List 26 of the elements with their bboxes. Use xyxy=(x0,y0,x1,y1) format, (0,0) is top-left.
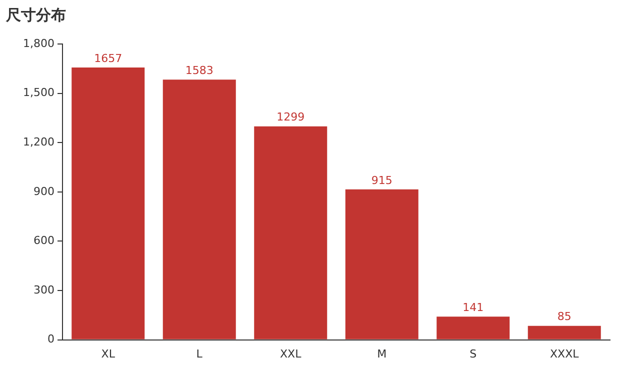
x-tick-label: L xyxy=(196,347,204,360)
bar xyxy=(345,189,418,340)
x-tick-label: M xyxy=(377,347,387,360)
x-tick-label: XXXL xyxy=(550,347,580,360)
y-tick-label: 0 xyxy=(47,332,54,346)
data-label: 1583 xyxy=(185,64,214,78)
y-tick-label: 300 xyxy=(33,283,54,296)
y-tick-label: 600 xyxy=(33,234,54,248)
bar xyxy=(72,68,145,340)
data-label: 85 xyxy=(557,310,572,324)
y-tick-label: 1,800 xyxy=(22,36,54,50)
bar xyxy=(254,126,328,340)
data-label: 1299 xyxy=(276,110,305,124)
chart-title: 尺寸分布 xyxy=(6,6,66,25)
y-tick-label: 900 xyxy=(33,184,54,198)
x-tick-label: S xyxy=(470,347,477,360)
y-tick-label: 1,500 xyxy=(22,86,54,100)
bar xyxy=(162,80,236,340)
x-tick-label: XL xyxy=(101,347,116,360)
data-label: 915 xyxy=(371,174,392,187)
x-tick-label: XXL xyxy=(280,347,302,360)
data-label: 1657 xyxy=(94,52,122,65)
y-tick-label: 1,200 xyxy=(22,135,54,148)
bar xyxy=(436,316,510,340)
bar xyxy=(528,326,601,340)
data-label: 141 xyxy=(462,300,484,314)
